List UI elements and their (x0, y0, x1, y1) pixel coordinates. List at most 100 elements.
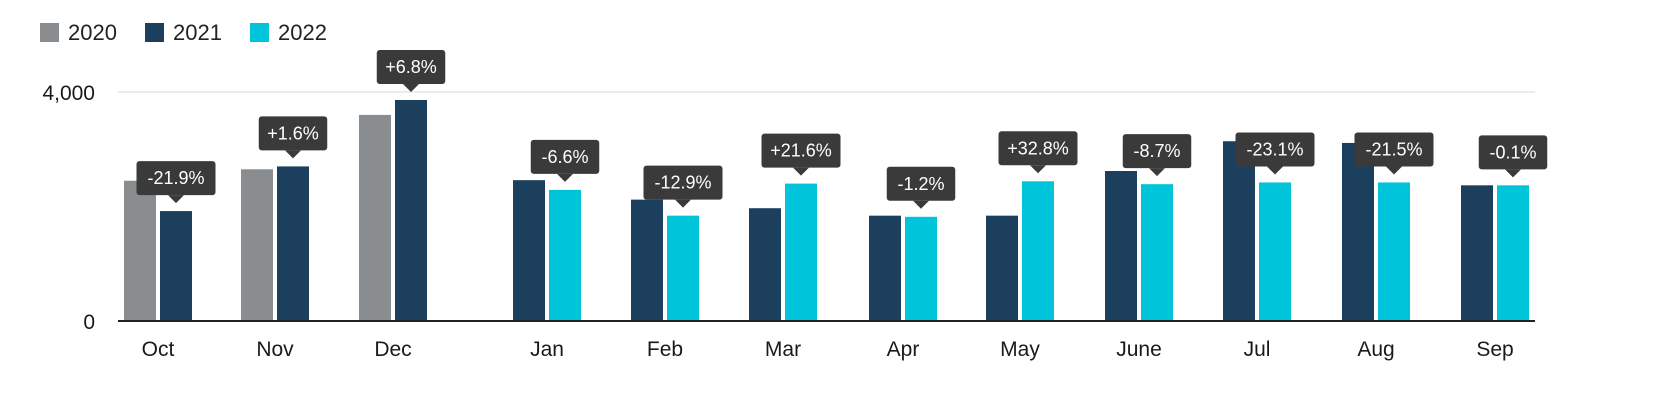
x-axis: Oct Nov Dec Jan Feb Mar Apr May June Jul Aug Sep (118, 320, 1535, 361)
bar-Feb-2022 (667, 215, 699, 321)
bar-Dec-2020 (359, 114, 391, 322)
bar-Jul-2021 (1223, 141, 1255, 321)
annotation-pointer (168, 195, 184, 204)
x-tick-label: Feb (647, 338, 683, 361)
bar-Jan-2022 (549, 189, 581, 321)
legend-item-2020: 2020 (40, 20, 117, 45)
bar-Dec-2021 (395, 100, 427, 321)
annotation-pointer (1267, 166, 1283, 175)
bar-Nov-2020 (241, 169, 273, 321)
annotation-pointer (1505, 169, 1521, 178)
annotation-pointer (675, 199, 691, 208)
x-tick-label: Jan (530, 338, 564, 361)
annotation-pointer (285, 150, 301, 159)
annotation-callout: +21.6% (761, 133, 841, 176)
bar-Sep-2021 (1461, 185, 1493, 321)
annotation-pointer (1030, 165, 1046, 174)
legend-label: 2022 (278, 20, 327, 45)
annotation-callout: -0.1% (1478, 135, 1548, 178)
annotation-box (1478, 135, 1548, 170)
annotation-label: -21.5% (1365, 139, 1422, 159)
x-tick-label: May (1000, 338, 1040, 361)
annotation-label: +32.8% (1007, 138, 1069, 158)
annotation-callout: -23.1% (1235, 132, 1315, 175)
annotation-pointer (793, 167, 809, 176)
annotation-callout: +1.6% (258, 116, 328, 159)
annotation-label: -0.1% (1489, 142, 1536, 162)
bar-Oct-2021 (160, 211, 192, 321)
x-tick-label: Aug (1357, 338, 1394, 361)
bar-Mar-2021 (749, 208, 781, 321)
y-tick-label: 0 (83, 311, 95, 334)
x-tick-label: Dec (374, 338, 411, 361)
legend-label: 2021 (173, 20, 222, 45)
bar-May-2021 (986, 215, 1018, 321)
bar-Oct-2020 (124, 180, 156, 321)
annotation-box (258, 116, 328, 151)
bar-June-2022 (1141, 184, 1173, 321)
annotations: -21.9% +1.6% +6.8% -6.6% -12.9% +21.6% -1.2% +3… (136, 50, 1548, 209)
bar-Aug-2022 (1378, 182, 1410, 321)
legend-label: 2020 (68, 20, 117, 45)
x-tick-label: Nov (256, 338, 294, 361)
annotation-box (1235, 132, 1315, 167)
annotation-label: +6.8% (385, 57, 437, 77)
annotation-label: +1.6% (267, 123, 319, 143)
annotation-label: -23.1% (1246, 139, 1303, 159)
legend-swatch (250, 23, 269, 42)
annotation-label: -12.9% (654, 173, 711, 193)
annotation-callout: -21.5% (1354, 132, 1434, 175)
annotation-box (530, 139, 600, 174)
x-tick-label: June (1116, 338, 1162, 361)
annotation-box (136, 161, 216, 196)
legend-item-2022: 2022 (250, 20, 327, 45)
annotation-box (998, 131, 1078, 166)
annotation-pointer (913, 200, 929, 209)
annotation-pointer (1386, 166, 1402, 175)
annotation-box (643, 165, 723, 200)
x-tick-label: Sep (1476, 338, 1513, 361)
bar-May-2022 (1022, 181, 1054, 321)
annotation-callout: -1.2% (886, 166, 956, 209)
legend-item-2021: 2021 (145, 20, 222, 45)
annotation-pointer (1149, 168, 1165, 177)
bar-Feb-2021 (631, 199, 663, 321)
x-tick-label: Apr (887, 338, 920, 361)
legend-swatch (40, 23, 59, 42)
bar-Nov-2021 (277, 166, 309, 321)
annotation-callout: +32.8% (998, 131, 1078, 174)
annotation-pointer (557, 173, 573, 182)
bar-Mar-2022 (785, 183, 817, 321)
bar-Jan-2021 (513, 180, 545, 321)
annotation-label: -1.2% (897, 174, 944, 194)
legend: 2020 2021 2022 (40, 20, 327, 45)
x-tick-label: Mar (765, 338, 801, 361)
annotation-callout: -6.6% (530, 139, 600, 182)
bars (124, 100, 1529, 322)
annotation-label: +21.6% (770, 141, 832, 161)
annotation-callout: -12.9% (643, 165, 723, 208)
x-tick-label: Jul (1244, 338, 1271, 361)
bar-June-2021 (1105, 171, 1137, 321)
annotation-callout: -21.9% (136, 161, 216, 204)
y-axis: 0 4,000 (42, 82, 95, 334)
bar-Sep-2022 (1497, 185, 1529, 321)
bar-Aug-2021 (1342, 142, 1374, 321)
annotation-label: -21.9% (147, 168, 204, 188)
legend-swatch (145, 23, 164, 42)
annotation-box (376, 50, 446, 85)
annotation-callout: -8.7% (1122, 134, 1192, 177)
annotation-box (1122, 134, 1192, 169)
annotation-label: -8.7% (1133, 141, 1180, 161)
bar-Jul-2022 (1259, 182, 1291, 321)
x-tick-label: Oct (142, 338, 175, 361)
bar-Apr-2021 (869, 215, 901, 321)
annotation-box (1354, 132, 1434, 167)
bar-Apr-2022 (905, 216, 937, 321)
annotation-callout: +6.8% (376, 50, 446, 93)
annotation-pointer (403, 84, 419, 93)
annotation-box (886, 166, 956, 201)
y-tick-label: 4,000 (42, 82, 95, 105)
annotation-label: -6.6% (541, 147, 588, 167)
